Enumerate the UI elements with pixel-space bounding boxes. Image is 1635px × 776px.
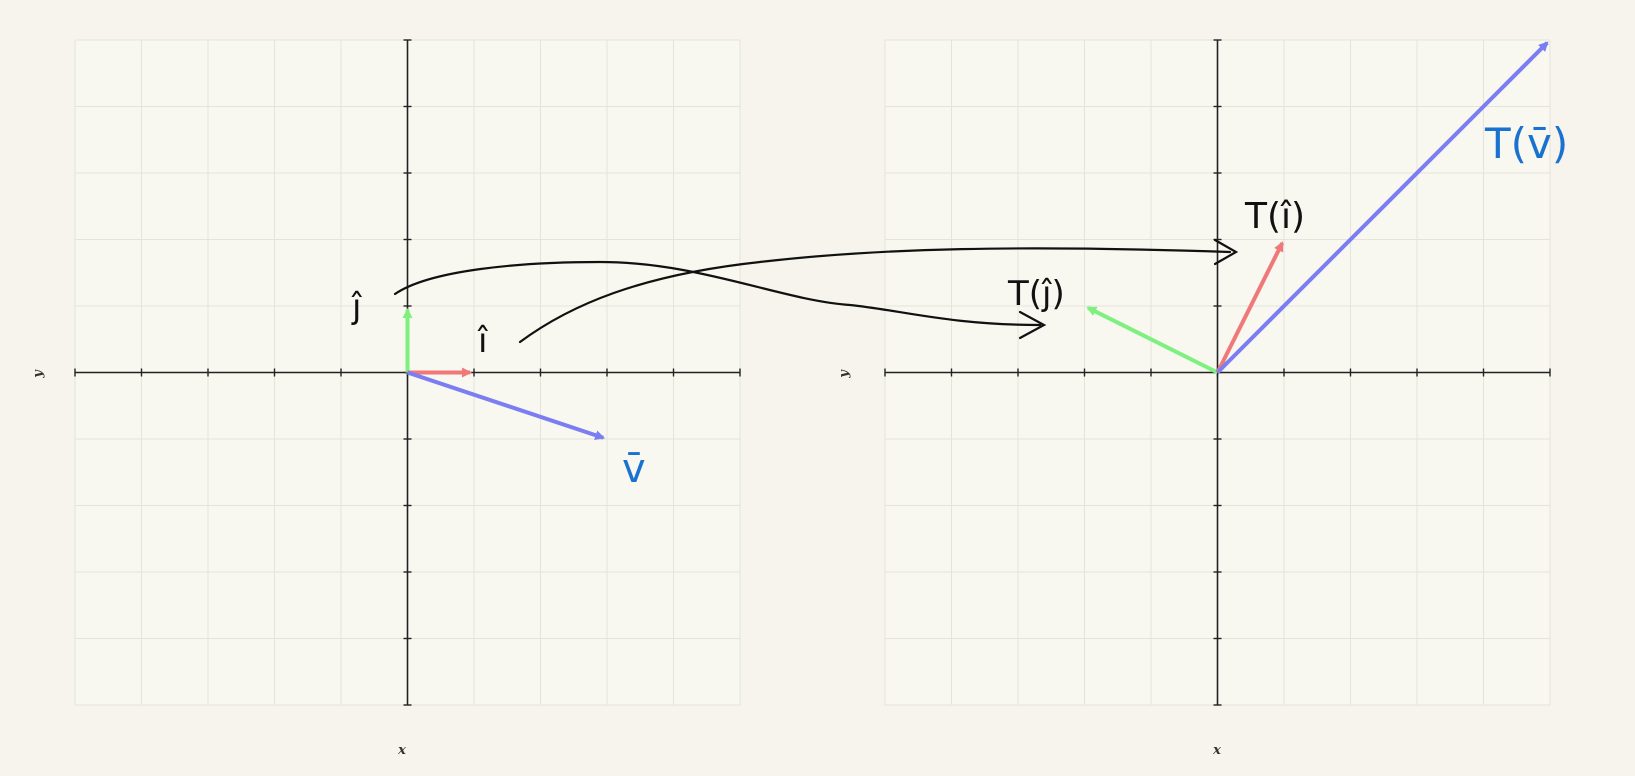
y-axis-label-left: y [31, 369, 46, 379]
i-hat-label: î [477, 321, 489, 361]
mapping-arrows [393, 238, 1239, 344]
j-hat-mapping-arrowhead [1018, 310, 1047, 340]
v-vector [406, 370, 606, 440]
x-axis-label-right: x [1212, 743, 1221, 758]
j-hat-mapping-curve [393, 260, 1042, 327]
t-j-hat-vector [1086, 305, 1219, 375]
y-axis-label-right: y [837, 369, 852, 379]
i-hat-mapping-curve [518, 247, 1232, 344]
j-hat-label: ĵ [351, 287, 363, 327]
t-j-hat-label: T(ĵ) [1007, 274, 1065, 314]
t-i-hat-vector [1215, 241, 1285, 374]
original-plane: x y [31, 39, 741, 758]
t-i-hat-label: T(î) [1244, 196, 1305, 237]
t-v-vector [1216, 41, 1549, 374]
v-label: v̄ [622, 446, 646, 492]
x-axis-label-left: x [397, 743, 406, 758]
transformed-plane: x y [837, 39, 1551, 758]
i-hat-mapping-arrowhead [1213, 238, 1239, 266]
t-v-label: T(v̄) [1484, 119, 1568, 168]
